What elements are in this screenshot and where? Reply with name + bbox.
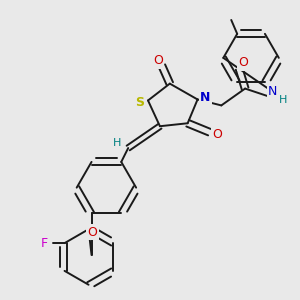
Text: N: N <box>200 91 211 104</box>
Text: O: O <box>153 54 163 67</box>
Text: H: H <box>113 138 122 148</box>
Text: N: N <box>268 85 278 98</box>
Text: O: O <box>88 226 98 239</box>
Text: H: H <box>279 95 287 106</box>
Text: O: O <box>212 128 222 141</box>
Text: F: F <box>41 237 48 250</box>
Text: O: O <box>238 56 248 69</box>
Text: S: S <box>136 96 145 109</box>
